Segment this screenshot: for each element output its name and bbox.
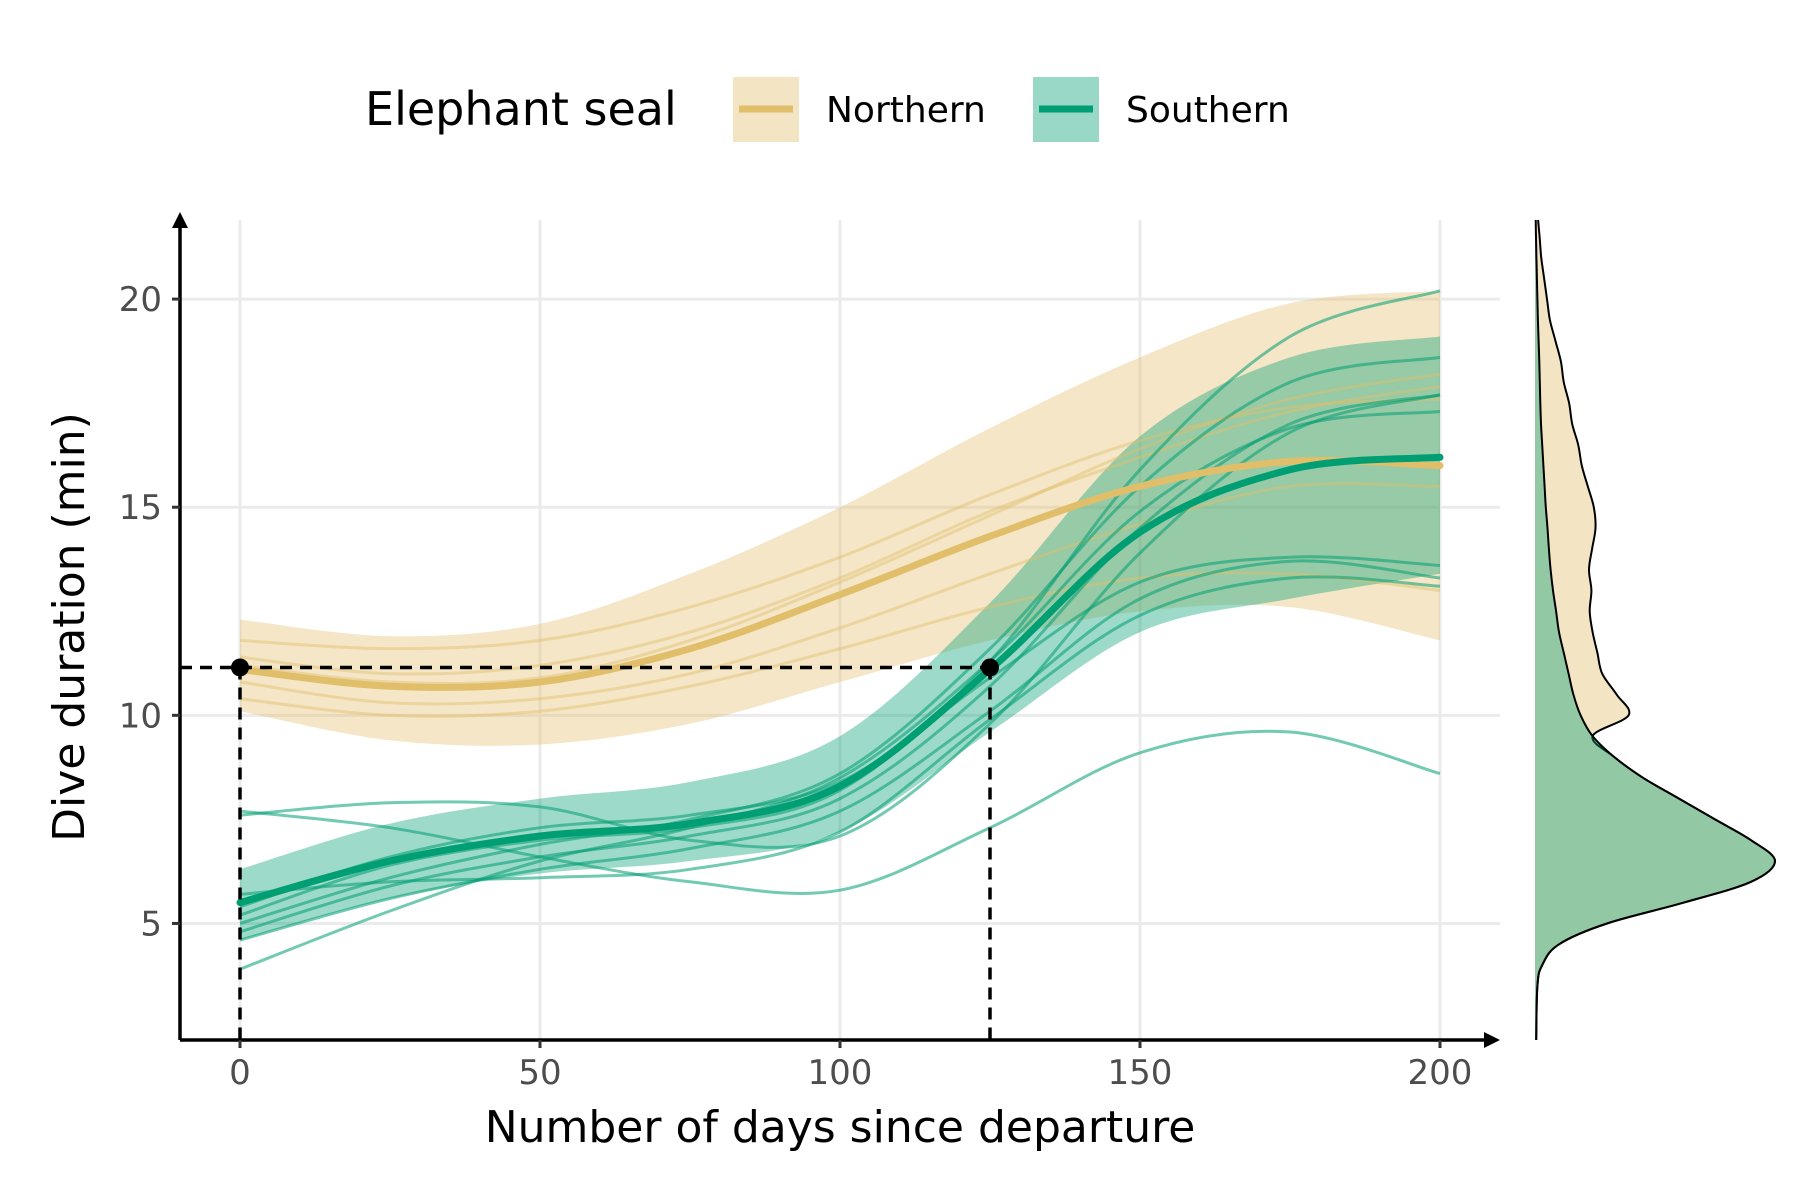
- individual-line-northern: [239, 571, 1441, 718]
- individual-line-southern: [239, 355, 1441, 925]
- x-tick-label: 50: [518, 1053, 561, 1093]
- x-tick-label: 200: [1408, 1053, 1473, 1093]
- individual-line-southern: [239, 555, 1441, 909]
- legend-title: Elephant seal: [365, 82, 677, 136]
- y-tick-label: 15: [119, 488, 162, 528]
- y-axis-title: Dive duration (min): [44, 412, 95, 842]
- x-tick-label: 150: [1108, 1053, 1173, 1093]
- x-axis-title: Number of days since departure: [485, 1102, 1196, 1153]
- y-tick-labels: 5 10 15 20: [119, 280, 180, 944]
- axes: [172, 212, 1500, 1048]
- x-axis-arrow: [1484, 1032, 1500, 1048]
- individual-line-northern: [239, 372, 1441, 685]
- x-tick-label: 100: [808, 1053, 873, 1093]
- legend: Elephant seal Northern Southern: [365, 77, 1290, 142]
- mean-line-northern: [236, 456, 1444, 691]
- marginal-density: [1534, 219, 1777, 1041]
- individual-line-southern: [239, 575, 1441, 896]
- y-tick-label: 5: [140, 904, 162, 944]
- plot-panel: 0 50 100 150 200 5 10 15 20: [119, 212, 1500, 1093]
- legend-label-southern: Southern: [1126, 90, 1290, 131]
- individual-line-northern: [239, 397, 1441, 651]
- individual-line-southern: [239, 559, 1441, 942]
- gridlines: [180, 220, 1500, 1040]
- individual-line-northern: [239, 385, 1441, 676]
- x-tick-label: 0: [229, 1053, 251, 1093]
- legend-label-northern: Northern: [826, 90, 986, 131]
- y-tick-label: 20: [119, 280, 162, 320]
- individual-line-southern: [239, 410, 1441, 971]
- density-southern: [1535, 220, 1775, 1040]
- individual-line-southern: [239, 393, 1441, 934]
- individual-line-northern: [239, 482, 1441, 706]
- density-southern-outline: [1534, 219, 1777, 1041]
- mean-line-southern: [236, 453, 1444, 907]
- density-northern: [1535, 220, 1775, 1040]
- reference-point: [231, 658, 249, 677]
- y-tick-label: 10: [119, 696, 162, 736]
- reference-lines: [180, 658, 999, 1040]
- individual-line-southern: [239, 729, 1441, 895]
- reference-point: [981, 658, 999, 677]
- y-axis-arrow: [172, 212, 188, 228]
- mean-lines: [236, 453, 1444, 907]
- x-tick-labels: 0 50 100 150 200: [229, 1040, 1472, 1093]
- ribbon-northern: [240, 290, 1440, 746]
